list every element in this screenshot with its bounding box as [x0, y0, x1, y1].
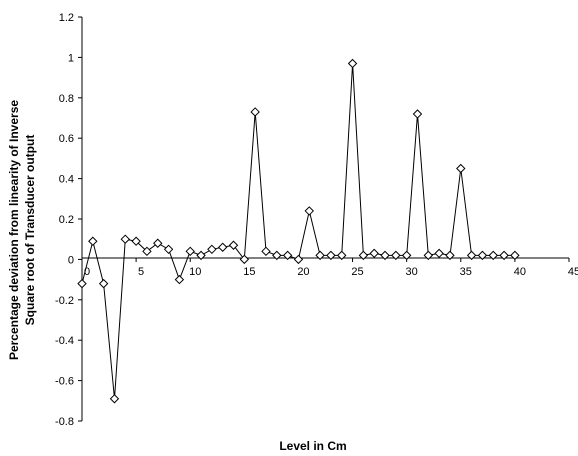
data-point-marker	[401, 250, 412, 261]
data-point-marker	[98, 278, 109, 289]
data-point-marker	[369, 248, 379, 259]
y-tick-label: 0.6	[59, 133, 74, 145]
y-tick-label: 1	[68, 52, 74, 64]
y-axis-title-line-2: Square root of Transducer output	[23, 135, 37, 326]
data-point-marker	[153, 238, 163, 248]
x-tick-label: 5	[138, 266, 144, 278]
data-point-marker	[272, 250, 282, 261]
plot-area	[77, 58, 520, 404]
y-tick-label: -0.8	[55, 416, 74, 428]
x-tick-label: 0	[84, 266, 90, 278]
data-point-marker	[207, 244, 217, 255]
data-point-marker	[196, 250, 206, 261]
x-tick-label: 25	[351, 266, 363, 278]
data-point-marker	[217, 242, 228, 252]
data-point-marker	[499, 250, 509, 261]
data-point-marker	[77, 278, 87, 289]
data-point-marker	[510, 250, 520, 261]
data-point-marker	[391, 250, 401, 261]
data-point-marker	[434, 248, 444, 259]
y-tick-label: -0.6	[55, 376, 74, 388]
data-point-marker	[456, 163, 466, 174]
data-point-marker	[445, 250, 455, 261]
y-axis: -0.8 -0.6 -0.4 -0.2 0 0.2 0.4 0.6 0.8 1 1.2	[55, 12, 83, 428]
y-tick-label: -0.2	[55, 295, 74, 307]
data-point-marker	[488, 250, 498, 261]
x-tick-label: 35	[460, 266, 472, 278]
x-tick-label: 40	[514, 266, 526, 278]
data-point-marker	[185, 246, 195, 257]
data-point-marker	[380, 250, 390, 261]
data-point-marker	[142, 246, 152, 257]
y-tick-label: 0.8	[59, 93, 74, 105]
data-point-marker	[120, 234, 130, 244]
x-tick-label: 15	[243, 266, 255, 278]
data-point-marker	[239, 254, 250, 265]
data-point-marker	[358, 250, 369, 261]
y-tick-label: 1.2	[59, 12, 74, 24]
data-point-marker	[163, 244, 174, 255]
data-point-marker	[477, 250, 488, 261]
data-point-marker	[131, 236, 141, 246]
data-point-marker	[261, 246, 271, 257]
x-tick-label: 20	[297, 266, 309, 278]
x-tick-label: 30	[406, 266, 418, 278]
data-point-marker	[423, 250, 434, 261]
data-point-marker	[412, 109, 423, 119]
data-point-marker	[109, 394, 120, 404]
data-point-marker	[174, 274, 185, 285]
data-point-marker	[337, 250, 347, 261]
data-point-marker	[304, 206, 314, 216]
x-axis-title: Level in Cm	[279, 439, 346, 453]
x-axis: 0 5 10 15 20 25 30 35 40 45	[81, 257, 578, 278]
y-tick-label: 0	[68, 254, 74, 266]
data-point-marker	[347, 58, 358, 69]
data-point-marker	[326, 250, 336, 261]
y-tick-label: -0.4	[55, 335, 74, 347]
data-point-marker	[250, 107, 260, 117]
data-point-marker	[315, 250, 325, 261]
y-axis-title-line-1: Percentage deviation from linearity of I…	[7, 100, 21, 360]
x-tick-label: 10	[189, 266, 201, 278]
data-point-marker	[282, 250, 293, 261]
y-tick-label: 0.4	[59, 174, 74, 186]
x-tick-label: 45	[568, 266, 578, 278]
data-point-marker	[228, 240, 239, 250]
series-line	[81, 63, 515, 399]
data-point-marker	[293, 254, 304, 265]
data-point-marker	[466, 250, 477, 261]
data-point-marker	[88, 236, 98, 246]
y-tick-label: 0.2	[59, 214, 74, 226]
